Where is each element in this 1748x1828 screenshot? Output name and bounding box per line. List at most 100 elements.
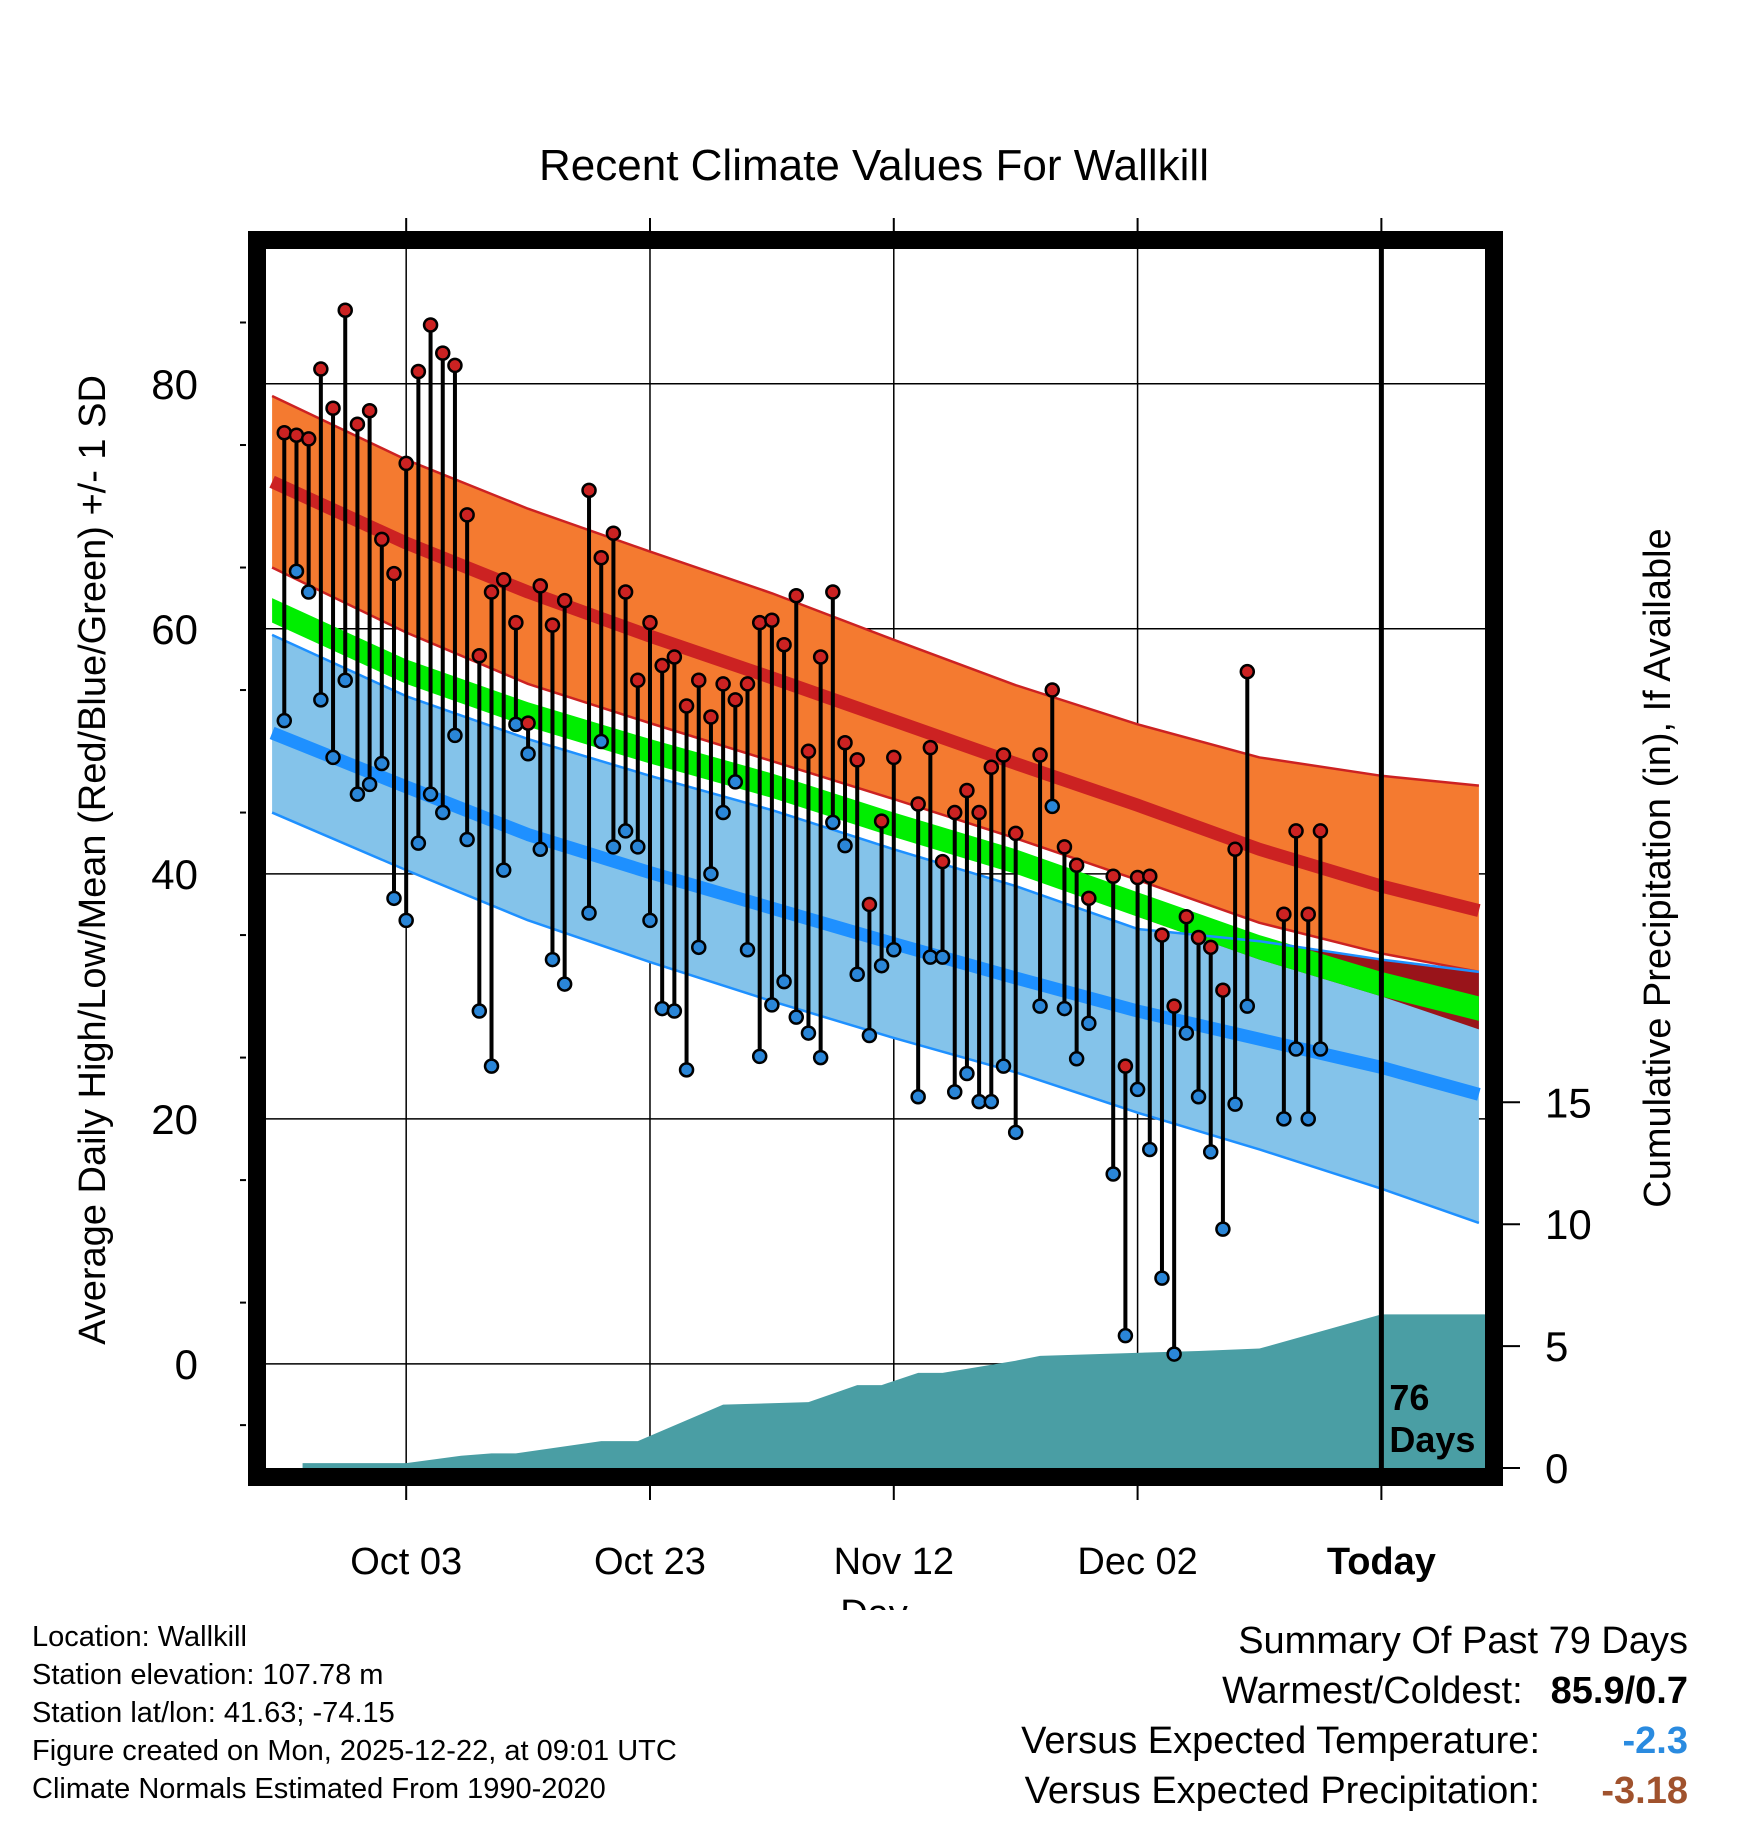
high-point xyxy=(788,587,805,604)
high-point xyxy=(703,709,719,725)
high-point xyxy=(654,657,670,674)
low-point xyxy=(1032,998,1048,1014)
low-point xyxy=(300,584,317,600)
y-tick-label: 0 xyxy=(175,1341,198,1388)
high-point xyxy=(1178,908,1195,925)
low-point xyxy=(325,749,341,766)
low-point xyxy=(703,866,719,882)
high-point xyxy=(532,578,549,594)
low-point xyxy=(666,1003,683,1019)
high-point xyxy=(435,345,451,361)
low-point xyxy=(471,1003,488,1019)
low-point xyxy=(983,1093,1000,1110)
high-point xyxy=(325,400,341,417)
low-lower-edge xyxy=(271,811,1480,1225)
high-point xyxy=(1312,823,1329,839)
low-point xyxy=(1288,1041,1304,1057)
low-point xyxy=(556,976,573,992)
daily-range-stems xyxy=(282,310,1323,1355)
high-point xyxy=(471,647,488,664)
high-point xyxy=(776,636,792,653)
high-point xyxy=(1117,1058,1134,1074)
high-upper-edge xyxy=(271,394,1480,787)
high-point xyxy=(398,455,414,472)
low-point xyxy=(825,814,841,831)
high-point xyxy=(666,649,683,665)
low-point xyxy=(642,912,658,929)
low-point xyxy=(435,804,451,821)
low-point xyxy=(422,786,439,802)
days-unit-label: Days xyxy=(1389,1419,1475,1460)
high-point xyxy=(837,734,853,751)
normals-text: Climate Normals Estimated From 1990-2020 xyxy=(32,1773,606,1805)
low-point xyxy=(1081,1015,1097,1032)
low-point xyxy=(946,1084,963,1100)
high-point xyxy=(361,402,378,419)
low-point xyxy=(630,839,646,855)
low-point xyxy=(544,951,561,968)
high-point xyxy=(739,676,756,692)
low-point xyxy=(361,776,378,793)
low-point xyxy=(459,831,475,848)
low-point xyxy=(849,966,865,983)
high-point xyxy=(1142,868,1158,885)
warmest-coldest-label: Warmest/Coldest: xyxy=(1222,1670,1523,1712)
high-point xyxy=(544,617,561,633)
high-point xyxy=(605,525,622,541)
high-point xyxy=(922,739,939,756)
low-point xyxy=(764,997,780,1013)
low-point xyxy=(1117,1327,1134,1344)
high-point xyxy=(995,747,1012,763)
low-point xyxy=(1312,1041,1329,1057)
high-point xyxy=(1276,906,1292,922)
low-normal-band xyxy=(272,634,1479,1223)
y-tick-label: 80 xyxy=(151,361,198,408)
low-point xyxy=(800,1025,817,1041)
precip-anomaly-row: Versus Expected Precipitation: -3.18 xyxy=(1021,1766,1688,1816)
low-point xyxy=(873,957,890,974)
high-point xyxy=(1105,868,1121,885)
daily-points xyxy=(276,302,1329,1362)
low-point xyxy=(581,905,597,921)
latlon-text: Station lat/lon: 41.63; -74.15 xyxy=(32,1697,395,1729)
low-point xyxy=(398,912,414,929)
high-point xyxy=(715,676,731,692)
high-point xyxy=(422,317,439,333)
right-axis-ticks: 0 5 10 15 xyxy=(1503,1079,1592,1492)
low-point xyxy=(495,862,512,878)
location-text: Location: Wallkill xyxy=(32,1621,247,1653)
low-point xyxy=(520,746,536,762)
low-point xyxy=(654,1000,670,1017)
low-point xyxy=(788,1009,805,1025)
low-point xyxy=(447,727,463,744)
high-point xyxy=(556,592,573,609)
low-point xyxy=(934,949,951,965)
high-point xyxy=(495,572,512,588)
high-point xyxy=(800,743,817,760)
low-point xyxy=(678,1062,695,1078)
y-tick-label: 40 xyxy=(151,851,198,898)
low-point xyxy=(739,942,756,958)
low-point xyxy=(1068,1051,1085,1067)
x-tick-label: Oct 23 xyxy=(594,1541,706,1583)
right-tick-label: 5 xyxy=(1545,1323,1568,1370)
low-point xyxy=(1007,1124,1024,1141)
high-point xyxy=(1007,825,1024,842)
high-point xyxy=(1215,982,1231,998)
high-point xyxy=(1056,839,1073,855)
high-point xyxy=(1032,747,1048,763)
low-point xyxy=(337,672,353,688)
low-point xyxy=(593,733,609,750)
low-point xyxy=(374,755,390,772)
x-tick-label: Today xyxy=(1327,1541,1436,1583)
low-point xyxy=(715,804,731,821)
high-point xyxy=(971,804,987,821)
high-point xyxy=(593,549,609,566)
low-point xyxy=(751,1048,768,1065)
low-point xyxy=(690,939,707,956)
low-point xyxy=(1215,1221,1231,1237)
high-point xyxy=(1068,857,1085,873)
low-point xyxy=(1142,1141,1158,1158)
low-point xyxy=(1056,1000,1073,1017)
low-point xyxy=(995,1058,1012,1074)
